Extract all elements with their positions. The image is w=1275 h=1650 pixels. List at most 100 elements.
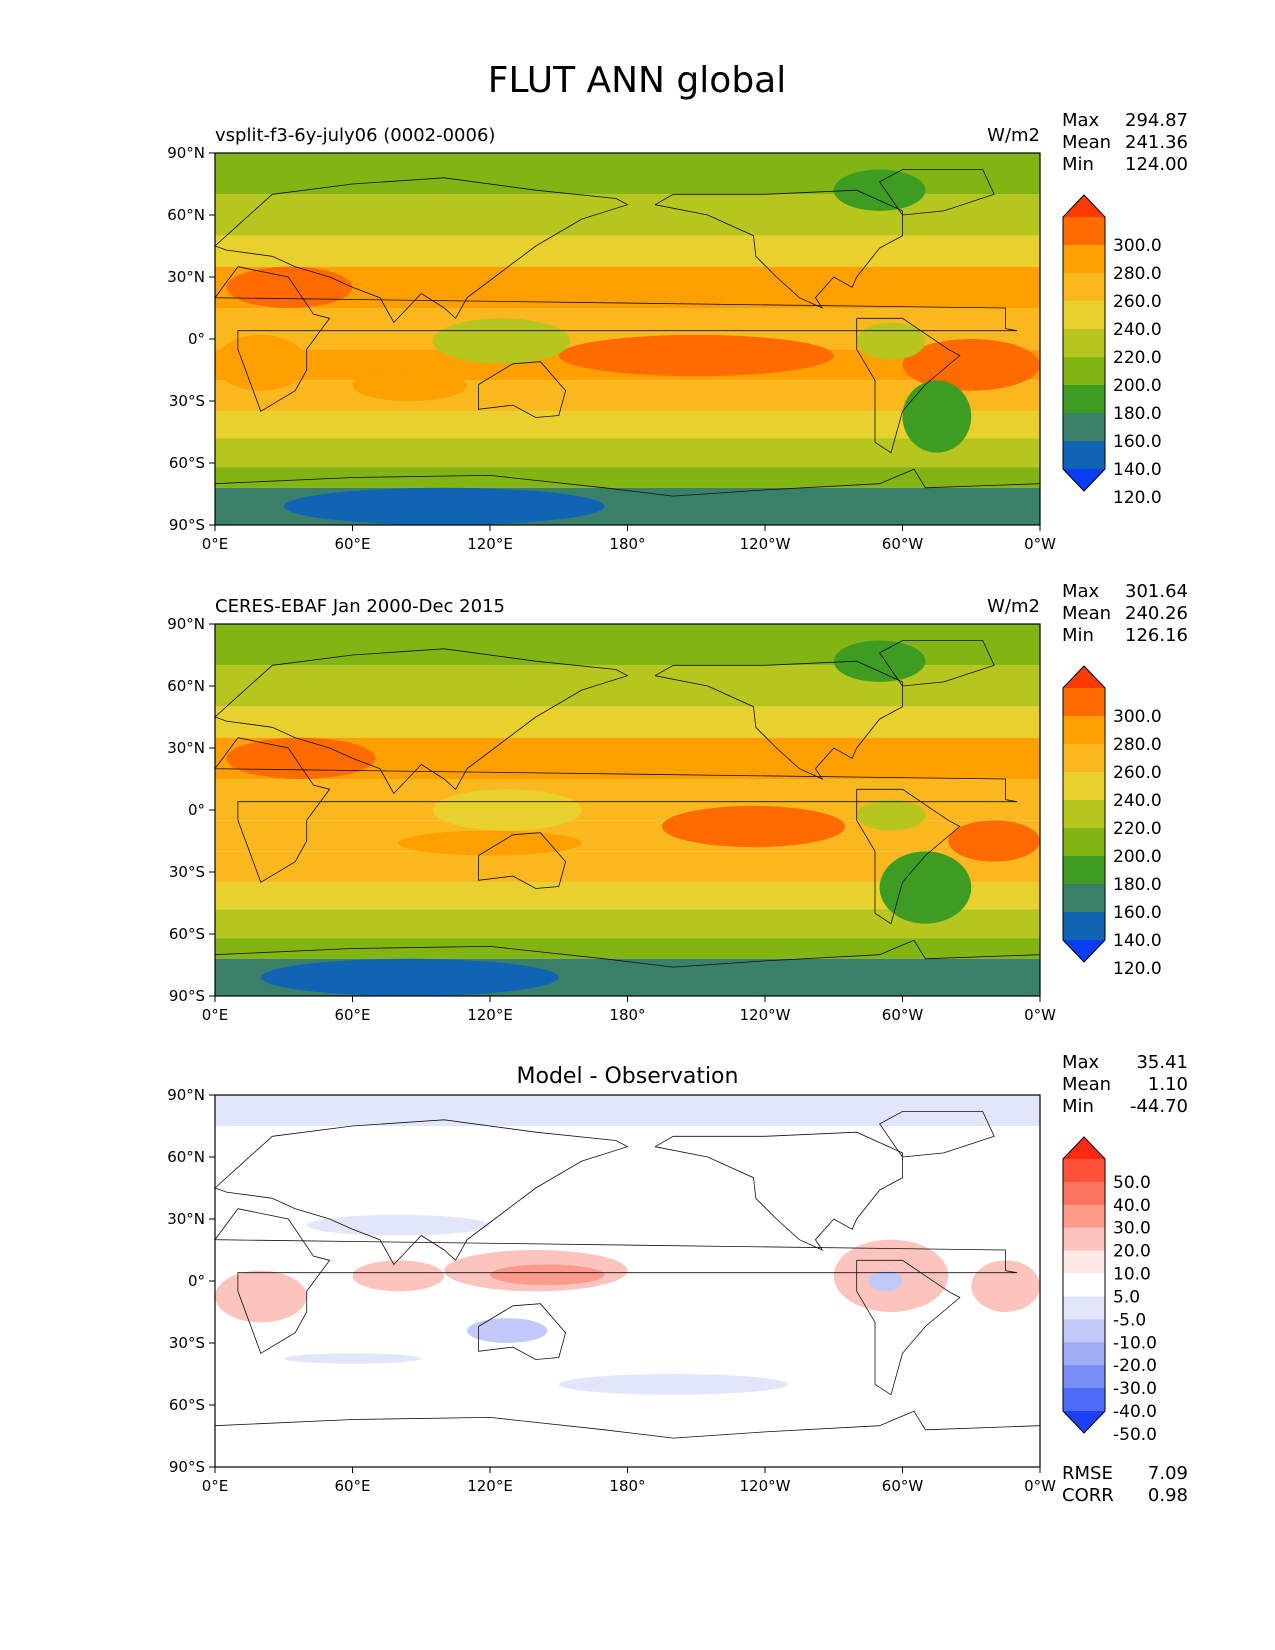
colorbar-segment — [1063, 856, 1105, 885]
x-tick-label: 120°E — [467, 1477, 513, 1495]
panel-units: W/m2 — [987, 125, 1040, 146]
y-tick-label: 90°N — [167, 144, 205, 162]
colorbar-segment — [1063, 385, 1105, 414]
x-tick-label: 0°W — [1024, 1006, 1056, 1024]
colorbar-label: 260.0 — [1113, 292, 1162, 312]
field-feature — [260, 958, 559, 996]
coastline — [215, 177, 629, 324]
colorbar-label: 120.0 — [1113, 488, 1162, 508]
x-tick-label: 120°W — [740, 1477, 791, 1495]
x-tick-label: 60°W — [882, 1006, 924, 1024]
colorbar-label: 160.0 — [1113, 903, 1162, 923]
colorbar-outline — [1062, 1136, 1106, 1434]
stat-value: 126.16 — [1125, 625, 1188, 646]
field-feature — [868, 1270, 903, 1292]
footer-stat-value: 7.09 — [1148, 1463, 1188, 1484]
field-feature — [661, 805, 846, 848]
colorbar: 300.0 280.0 260.0 240.0 220.0 200.0 180.0 160.0… — [1062, 665, 1162, 979]
stat-label: Min — [1062, 154, 1094, 175]
colorbar-label: 20.0 — [1113, 1242, 1151, 1262]
field-feature — [833, 169, 926, 211]
panel-title: CERES-EBAF Jan 2000-Dec 2015 — [215, 596, 505, 617]
colorbar-label: 220.0 — [1113, 348, 1162, 368]
y-tick-label: 60°N — [167, 677, 205, 695]
panel-1: 0°E 60°E 120°E 180° 120°W 60°W 0°W 90°N 60°N 30°N… — [167, 110, 1188, 553]
colorbar-segment — [1063, 1365, 1105, 1389]
colorbar: 300.0 280.0 260.0 240.0 220.0 200.0 180.0 160.0… — [1062, 194, 1162, 508]
colorbar-extend-top — [1063, 666, 1105, 688]
coastline — [654, 660, 903, 780]
colorbar-segment — [1063, 1227, 1105, 1252]
stat-value: 241.36 — [1125, 132, 1188, 153]
field-feature — [856, 799, 926, 831]
stat-value: 294.87 — [1125, 110, 1188, 131]
coastline — [654, 189, 903, 309]
field-feature — [490, 1264, 605, 1286]
coastline — [215, 266, 1018, 412]
colorbar-segment — [1063, 301, 1105, 330]
colorbar-extend-bottom — [1063, 1411, 1105, 1433]
colorbar-segment — [1063, 329, 1105, 358]
colorbar-segment — [1063, 884, 1105, 913]
colorbar-segment — [1063, 1296, 1105, 1320]
y-tick-label: 90°N — [167, 615, 205, 633]
colorbar-segment — [1063, 688, 1105, 717]
x-tick-label: 0°W — [1024, 535, 1056, 553]
coastline — [215, 939, 1040, 968]
footer-stat-label: RMSE — [1062, 1463, 1113, 1484]
colorbar-segment — [1063, 828, 1105, 857]
x-tick-label: 60°E — [334, 1006, 370, 1024]
x-tick-label: 120°W — [740, 1006, 791, 1024]
colorbar-segment — [1063, 912, 1105, 941]
field-feature — [879, 851, 972, 924]
zonal-band — [215, 411, 1040, 439]
y-tick-label: 30°N — [167, 739, 205, 757]
y-tick-label: 30°S — [169, 392, 205, 410]
y-tick-label: 30°N — [167, 1210, 205, 1228]
y-tick-label: 60°N — [167, 1148, 205, 1166]
colorbar-label: 40.0 — [1113, 1196, 1151, 1216]
colorbar-label: -20.0 — [1113, 1356, 1157, 1376]
zonal-band — [215, 1095, 1040, 1126]
panel-title: vsplit-f3-6y-july06 (0002-0006) — [215, 125, 495, 146]
colorbar-label: 120.0 — [1113, 959, 1162, 979]
colorbar-outline — [1062, 194, 1106, 492]
field-feature — [283, 487, 605, 525]
footer-stat-value: 0.98 — [1148, 1485, 1188, 1506]
field-feature — [352, 370, 468, 401]
colorbar-segment — [1063, 1250, 1105, 1275]
field-feature — [226, 737, 376, 779]
field-feature — [856, 322, 926, 360]
colorbar-segment — [1063, 245, 1105, 274]
colorbar-segment — [1063, 441, 1105, 470]
footer-stat-label: CORR — [1062, 1485, 1114, 1506]
colorbar-label: 5.0 — [1113, 1287, 1140, 1307]
zonal-band — [215, 706, 1040, 738]
y-tick-label: 90°S — [169, 516, 205, 534]
colorbar-label: 300.0 — [1113, 707, 1162, 727]
stat-value: 1.10 — [1148, 1074, 1188, 1095]
stat-value: 35.41 — [1136, 1052, 1188, 1073]
zonal-band — [215, 235, 1040, 267]
x-tick-label: 0°W — [1024, 1477, 1056, 1495]
colorbar: 50.0 40.0 30.0 20.0 10.05.0 -5.0 -10.0 -20.0 -30… — [1062, 1136, 1157, 1445]
coastline — [215, 648, 629, 795]
colorbar-outline — [1062, 665, 1106, 963]
colorbar-extend-bottom — [1063, 940, 1105, 962]
x-tick-label: 60°E — [334, 535, 370, 553]
colorbar-label: -10.0 — [1113, 1333, 1157, 1353]
coastline — [879, 640, 995, 687]
coastline — [215, 468, 1040, 497]
stat-label: Max — [1062, 110, 1100, 131]
field-feature — [215, 1270, 307, 1323]
colorbar-segment — [1063, 413, 1105, 442]
y-tick-label: 0° — [188, 330, 205, 348]
colorbar-segment — [1063, 800, 1105, 829]
x-tick-label: 0°E — [202, 1006, 229, 1024]
y-tick-label: 60°N — [167, 206, 205, 224]
field-feature — [226, 266, 353, 309]
field-feature — [432, 318, 571, 364]
colorbar-segment — [1063, 1181, 1105, 1206]
colorbar-segment — [1063, 273, 1105, 302]
coastline — [879, 169, 995, 216]
